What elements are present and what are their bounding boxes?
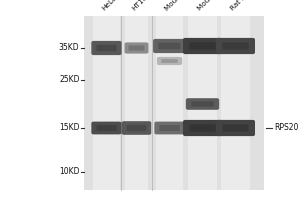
FancyBboxPatch shape (122, 121, 151, 135)
FancyBboxPatch shape (124, 42, 148, 54)
FancyBboxPatch shape (153, 39, 186, 53)
FancyBboxPatch shape (129, 45, 144, 51)
FancyBboxPatch shape (154, 122, 184, 134)
FancyBboxPatch shape (91, 41, 122, 55)
Text: Mouse kidney: Mouse kidney (164, 0, 203, 12)
Text: 15KD: 15KD (59, 123, 80, 132)
FancyBboxPatch shape (161, 59, 178, 63)
FancyBboxPatch shape (191, 101, 214, 107)
Text: HT1080: HT1080 (131, 0, 155, 12)
FancyBboxPatch shape (216, 38, 255, 54)
Bar (84, 16, 264, 190)
FancyBboxPatch shape (159, 125, 180, 131)
Text: RPS20: RPS20 (274, 123, 298, 132)
FancyBboxPatch shape (183, 38, 222, 54)
Bar (125, 16, 148, 190)
Text: Mouse liver: Mouse liver (197, 0, 230, 12)
Bar (156, 16, 183, 190)
Bar (220, 16, 250, 190)
Text: 25KD: 25KD (59, 75, 80, 84)
FancyBboxPatch shape (216, 120, 255, 136)
FancyBboxPatch shape (189, 42, 216, 50)
FancyBboxPatch shape (222, 42, 249, 50)
Text: Rat liver: Rat liver (230, 0, 255, 12)
Text: 10KD: 10KD (59, 168, 80, 176)
Bar (188, 16, 218, 190)
FancyBboxPatch shape (127, 125, 146, 131)
FancyBboxPatch shape (183, 120, 222, 136)
FancyBboxPatch shape (91, 122, 122, 134)
FancyBboxPatch shape (96, 45, 117, 51)
Text: 35KD: 35KD (59, 44, 80, 52)
FancyBboxPatch shape (189, 124, 216, 132)
Text: HeLa: HeLa (101, 0, 118, 12)
FancyBboxPatch shape (222, 124, 249, 132)
Bar (93, 16, 120, 190)
FancyBboxPatch shape (157, 57, 182, 65)
FancyBboxPatch shape (158, 43, 181, 49)
FancyBboxPatch shape (186, 98, 219, 110)
FancyBboxPatch shape (96, 125, 117, 131)
